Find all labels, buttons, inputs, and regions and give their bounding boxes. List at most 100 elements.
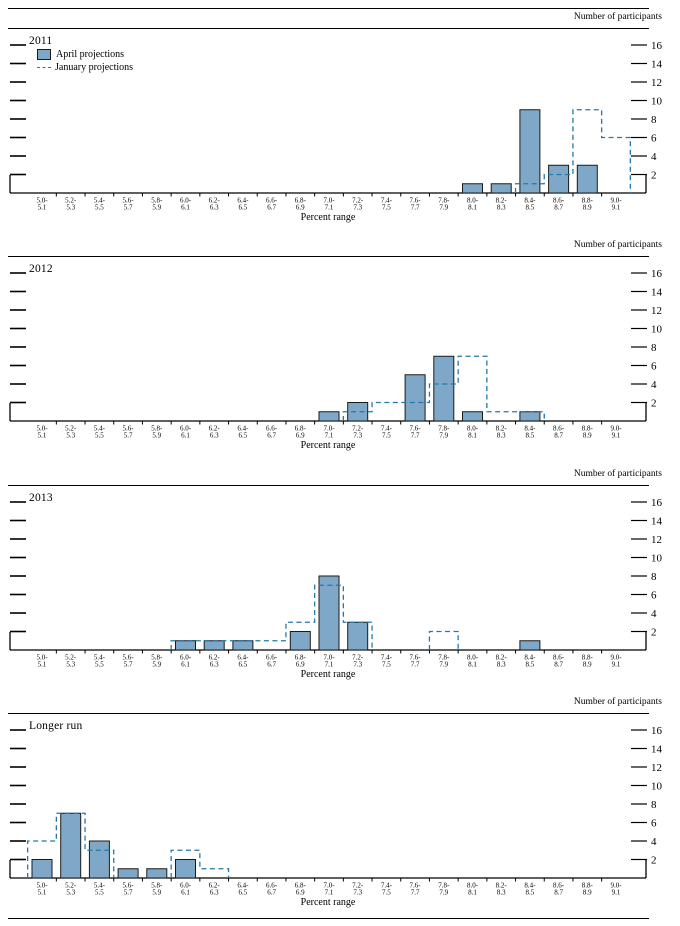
bin-label: 7.8-7.9 (438, 882, 450, 897)
y-tick-label: 6 (651, 817, 657, 829)
bin-label: 7.2-7.3 (352, 197, 364, 212)
y-tick-label: 8 (651, 799, 657, 811)
y-ticks-right: 2 4 6 8 10 12 14 16 (631, 497, 663, 638)
panel-title-longer-run: Longer run (29, 720, 83, 732)
x-axis-title: Percent range (301, 897, 356, 908)
y-tick-label: 10 (651, 95, 663, 107)
bin-label: 8.4-8.5 (524, 425, 536, 440)
bin-label: 5.6-5.7 (123, 425, 135, 440)
y-tick-label: 10 (651, 780, 663, 792)
bin-label: 5.2-5.3 (65, 882, 77, 897)
bar-april (318, 575, 340, 651)
bar-april (490, 183, 512, 194)
histogram-longer-run: 2 4 6 8 10 12 14 16 5.0-5.1 5.2-5.3 5.4-5.5 5.6-5.7… (9, 725, 663, 908)
bin-label: 8.2-8.3 (496, 425, 508, 440)
bin-label: 7.8-7.9 (438, 654, 450, 669)
bar-april (232, 640, 254, 651)
april-bars (31, 812, 196, 879)
bin-label: 5.6-5.7 (123, 654, 135, 669)
bin-label: 6.4-6.5 (237, 425, 249, 440)
legend: April projections January projections (37, 48, 133, 74)
histogram-2011: 2 4 6 8 10 12 14 16 5.0-5.1 5.2-5.3 5.4-5.5 5.6-5.7… (9, 40, 663, 223)
histogram-2012: 2 4 6 8 10 12 14 16 5.0-5.1 5.2-5.3 5.4-5.5 5.6-5.7… (9, 268, 663, 451)
bin-label: 7.6-7.7 (410, 197, 422, 212)
bin-label: 6.0-6.1 (180, 654, 192, 669)
legend-january: January projections (37, 61, 133, 74)
bin-label: 6.6-6.7 (266, 197, 278, 212)
bin-label: 8.8-8.9 (582, 425, 594, 440)
bin-label: 9.0-9.1 (610, 197, 622, 212)
bin-label: 5.6-5.7 (123, 197, 135, 212)
bin-label: 8.2-8.3 (496, 197, 508, 212)
bin-label: 8.6-8.7 (553, 425, 565, 440)
bin-label: 5.6-5.7 (123, 882, 135, 897)
bin-label: 5.4-5.5 (94, 882, 106, 897)
y-ticks-left (10, 44, 26, 176)
bin-label: 6.8-6.9 (295, 882, 307, 897)
bin-label: 7.2-7.3 (352, 882, 364, 897)
bar-april (519, 411, 541, 422)
y-tick-label: 4 (651, 379, 657, 391)
y-axis-title: Number of participants (573, 240, 662, 250)
y-tick-label: 2 (651, 854, 657, 866)
panel-title-2013: 2013 (29, 492, 53, 504)
x-axis-title: Percent range (301, 440, 356, 451)
y-tick-label: 12 (651, 305, 662, 317)
y-tick-label: 2 (651, 626, 657, 638)
y-tick-label: 4 (651, 836, 657, 848)
bin-label: 8.8-8.9 (582, 882, 594, 897)
bin-label: 5.4-5.5 (94, 654, 106, 669)
bar-april (60, 812, 82, 879)
bin-label: 6.6-6.7 (266, 425, 278, 440)
bin-label: 7.2-7.3 (352, 654, 364, 669)
legend-april: April projections (37, 48, 133, 61)
y-tick-label: 14 (651, 743, 663, 755)
bin-label: 8.0-8.1 (467, 197, 479, 212)
y-tick-label: 4 (651, 151, 657, 163)
bar-april (146, 868, 168, 879)
bin-label: 7.2-7.3 (352, 425, 364, 440)
panel-title-2011: 2011 (29, 35, 53, 47)
bin-label: 6.4-6.5 (237, 654, 249, 669)
bin-label: 8.4-8.5 (524, 882, 536, 897)
bin-label: 8.0-8.1 (467, 425, 479, 440)
x-bin-labels: 5.0-5.1 5.2-5.3 5.4-5.5 5.6-5.7 5.8-5.9 6.0-6… (36, 654, 622, 669)
bin-label: 9.0-9.1 (610, 425, 622, 440)
y-tick-label: 14 (651, 58, 663, 70)
bar-april (548, 164, 570, 194)
april-bars (175, 575, 541, 651)
y-tick-label: 16 (651, 268, 663, 280)
bin-label: 7.4-7.5 (381, 882, 393, 897)
bin-label: 6.8-6.9 (295, 654, 307, 669)
y-tick-label: 8 (651, 571, 657, 583)
january-step-line (170, 584, 459, 650)
bin-label: 7.4-7.5 (381, 425, 393, 440)
bin-label: 7.0-7.1 (323, 425, 335, 440)
bar-april (433, 355, 455, 422)
bin-label: 6.0-6.1 (180, 197, 192, 212)
y-tick-label: 14 (651, 286, 663, 298)
y-tick-label: 6 (651, 360, 657, 372)
y-ticks-left (10, 501, 26, 633)
x-axis-title: Percent range (301, 212, 356, 223)
y-ticks-right: 2 4 6 8 10 12 14 16 (631, 725, 663, 866)
y-tick-label: 16 (651, 497, 663, 509)
bin-label: 5.0-5.1 (36, 654, 48, 669)
april-bars (318, 355, 541, 422)
bar-april (462, 411, 483, 422)
bin-label: 6.6-6.7 (266, 882, 278, 897)
top-border (8, 8, 649, 9)
y-tick-label: 4 (651, 608, 657, 620)
bin-label: 5.4-5.5 (94, 197, 106, 212)
bar-april (462, 183, 483, 194)
panel-divider (8, 28, 649, 29)
legend-january-label: January projections (55, 62, 134, 73)
y-tick-label: 10 (651, 552, 663, 564)
april-bars (462, 109, 598, 194)
bar-april (175, 640, 196, 651)
panel-divider (8, 485, 649, 486)
bin-label: 5.4-5.5 (94, 425, 106, 440)
bin-label: 9.0-9.1 (610, 654, 622, 669)
bar-april (289, 631, 311, 651)
